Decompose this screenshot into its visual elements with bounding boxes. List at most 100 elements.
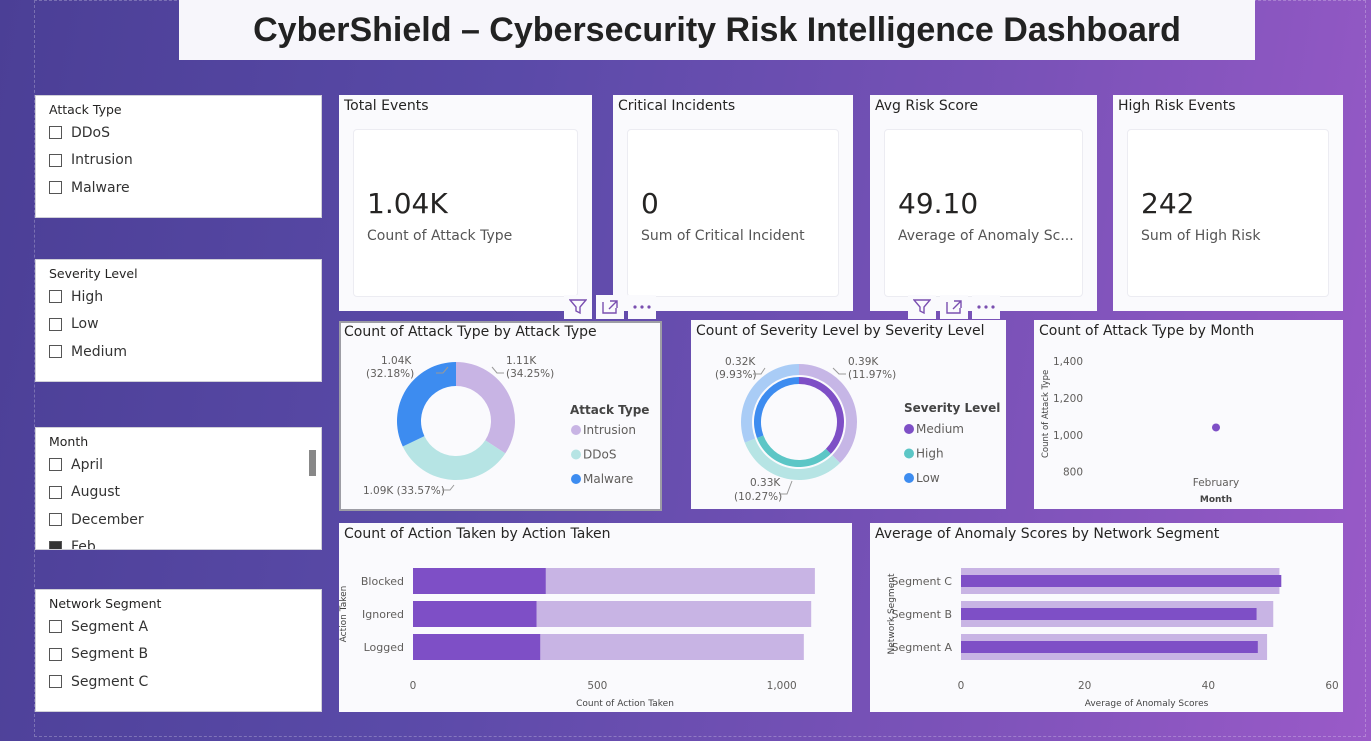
slicer-network-segment: Network Segment Segment A Segment B Segm… [35, 589, 322, 712]
bar-value-segment-a [961, 641, 1258, 653]
chart-title: Count of Action Taken by Action Taken [344, 526, 611, 542]
slicer-option-medium[interactable]: Medium [36, 338, 321, 366]
slicer-scrollbar[interactable] [309, 450, 316, 476]
chart-title: Average of Anomaly Scores by Network Seg… [875, 526, 1220, 542]
leader-line [832, 367, 846, 375]
bar-value-segment-b [961, 608, 1257, 620]
legend-marker [904, 473, 914, 483]
more-options-icon[interactable] [628, 295, 656, 319]
kpi-label: Sum of High Risk [1141, 228, 1261, 244]
kpi-label: Average of Anomaly Sc... [898, 228, 1074, 244]
slicer-option-ddos[interactable]: DDoS [36, 119, 321, 147]
kpi-value: 1.04K [367, 187, 448, 220]
slicer-option-segment-b[interactable]: Segment B [36, 641, 321, 669]
slicer-option-intrusion[interactable]: Intrusion [36, 147, 321, 175]
card-title: High Risk Events [1118, 98, 1236, 114]
slicer-month: Month April August December Feb [35, 427, 322, 550]
slicer-title: Month [49, 434, 89, 449]
leader-line [753, 367, 766, 375]
chart-attack-by-month[interactable]: Count of Attack Type by Month 1,400 1,200… [1034, 320, 1343, 509]
x-tick-label: 500 [587, 680, 607, 692]
checkbox[interactable] [49, 317, 62, 331]
data-label: (11.97%) [848, 369, 896, 381]
kpi-critical-incidents[interactable]: Critical Incidents 0 Sum of Critical Inc… [613, 95, 853, 311]
slicer-option-segment-a[interactable]: Segment A [36, 613, 321, 641]
data-label: (34.25%) [506, 368, 554, 380]
chart-title: Count of Severity Level by Severity Leve… [696, 323, 985, 339]
checkbox[interactable] [49, 675, 62, 689]
slicer-attack-type: Attack Type DDoS Intrusion Malware [35, 95, 322, 218]
data-label: (9.93%) [715, 369, 757, 381]
checkbox[interactable] [49, 458, 62, 472]
y-tick-label: 1,000 [1053, 430, 1083, 442]
checkbox[interactable] [49, 153, 62, 167]
visual-header-attack [564, 295, 656, 319]
kpi-value: 49.10 [898, 187, 979, 220]
checkbox[interactable] [49, 647, 62, 661]
data-label: (10.27%) [734, 491, 782, 503]
kpi-value: 242 [1141, 187, 1195, 220]
filter-icon[interactable] [908, 295, 936, 319]
leader-line [436, 366, 449, 374]
kpi-high-risk-events[interactable]: High Risk Events 242 Sum of High Risk [1113, 95, 1343, 311]
kpi-avg-risk-score[interactable]: Avg Risk Score 49.10 Average of Anomaly … [870, 95, 1097, 311]
checkbox[interactable] [49, 620, 62, 634]
focus-mode-icon[interactable] [596, 295, 624, 319]
donut-slice-inner-low [754, 377, 799, 438]
kpi-total-events[interactable]: Total Events 1.04K Count of Attack Type [339, 95, 592, 311]
checkbox[interactable] [49, 126, 62, 140]
slicer-option-segment-c[interactable]: Segment C [36, 668, 321, 696]
x-tick-label: 40 [1202, 680, 1215, 692]
data-label: 0.39K [848, 356, 879, 368]
kpi-label: Sum of Critical Incident [641, 228, 805, 244]
checkbox[interactable] [49, 181, 62, 195]
data-label: 1.09K (33.57%) [363, 485, 445, 497]
slicer-option-december[interactable]: December [36, 506, 321, 534]
attack-donut-svg: 1.11K(34.25%) 1.09K (33.57%) 1.04K(32.18%)… [363, 355, 649, 497]
card-title: Total Events [344, 98, 429, 114]
checkbox[interactable] [49, 540, 62, 549]
slicer-option-february[interactable]: Feb [36, 534, 321, 549]
legend-title: Attack Type [570, 403, 649, 417]
bar-value-ignored [413, 601, 537, 627]
data-label: 1.11K [506, 355, 537, 367]
checkbox[interactable] [49, 290, 62, 304]
y-tick-label: 1,200 [1053, 393, 1083, 405]
segment-bar-svg: Segment C Segment B Segment A 0 20 40 60 Averag… [887, 568, 1339, 709]
focus-mode-icon[interactable] [940, 295, 968, 319]
checkbox[interactable] [49, 345, 62, 359]
slicer-option-april[interactable]: April [36, 451, 321, 479]
donut-slice-outer-medium [799, 364, 857, 464]
checkbox[interactable] [49, 513, 62, 527]
y-category-label: Ignored [362, 608, 404, 621]
dashboard-title: CyberShield – Cybersecurity Risk Intelli… [253, 10, 1181, 49]
chart-title: Count of Attack Type by Attack Type [344, 324, 597, 340]
chart-severity-level[interactable]: Count of Severity Level by Severity Leve… [691, 320, 1006, 509]
card-title: Critical Incidents [618, 98, 736, 114]
leader-line [442, 484, 455, 491]
slicer-option-low[interactable]: Low [36, 311, 321, 339]
x-axis-title: Average of Anomaly Scores [1085, 699, 1209, 709]
donut-slice-malware [397, 362, 456, 447]
y-axis-title: Count of Attack Type [1041, 370, 1051, 458]
y-category-label: Segment A [891, 641, 952, 654]
checkbox[interactable] [49, 485, 62, 499]
kpi-label: Count of Attack Type [367, 228, 513, 244]
slicer-option-malware[interactable]: Malware [36, 174, 321, 202]
legend-item-low: Low [916, 471, 940, 485]
y-tick-label: 1,400 [1053, 356, 1083, 368]
filter-icon[interactable] [564, 295, 592, 319]
card-title: Avg Risk Score [875, 98, 979, 114]
x-axis-title: Count of Action Taken [576, 699, 674, 709]
data-label: 0.33K [750, 477, 781, 489]
slicer-option-high[interactable]: High [36, 283, 321, 311]
chart-attack-type[interactable]: Count of Attack Type by Attack Type 1.11… [339, 321, 661, 510]
chart-action-taken[interactable]: Count of Action Taken by Action Taken Bl… [339, 523, 852, 712]
donut-slice-inner-medium [799, 377, 844, 454]
more-options-icon[interactable] [972, 295, 1000, 319]
donut-slice-ddos [402, 436, 506, 480]
slicer-option-august[interactable]: August [36, 479, 321, 507]
kpi-panel: 0 Sum of Critical Incident [627, 129, 839, 297]
y-category-label: Segment B [891, 608, 952, 621]
chart-network-segment[interactable]: Average of Anomaly Scores by Network Seg… [870, 523, 1343, 712]
